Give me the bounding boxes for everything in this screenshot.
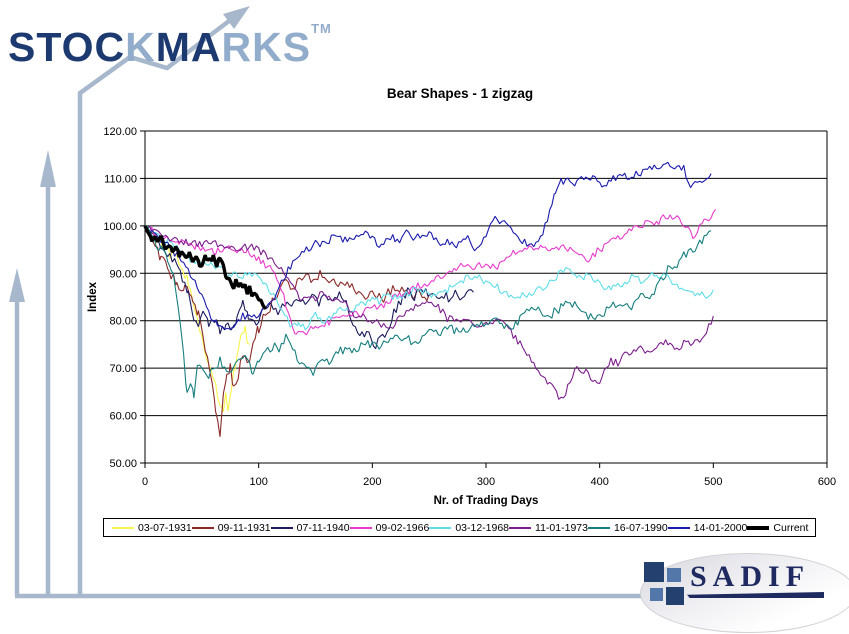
legend-swatch-line bbox=[349, 526, 372, 529]
logo-letters-dark: MA bbox=[155, 24, 222, 70]
legend-swatch-line bbox=[587, 526, 610, 529]
x-tick-label: 300 bbox=[477, 476, 495, 488]
legend-label: 11-01-1973 bbox=[535, 521, 588, 534]
legend-item-14-01-2000: 14-01-2000 bbox=[667, 521, 748, 534]
legend-label: 09-11-1931 bbox=[217, 521, 271, 534]
sadif-square-dark-top bbox=[644, 562, 664, 582]
y-tick-label: 90.00 bbox=[109, 268, 137, 280]
legend-item-03-07-1931: 03-07-1931 bbox=[112, 522, 192, 534]
stockmarks-logo: STOCKMARKSTM bbox=[8, 22, 332, 68]
x-tick-label: 500 bbox=[704, 476, 722, 488]
y-tick-label: 60.00 bbox=[109, 411, 137, 423]
legend-item-03-12-1968: 03-12-1968 bbox=[429, 522, 509, 534]
y-axis-title: Index bbox=[87, 281, 99, 313]
series-line-Current bbox=[143, 225, 267, 310]
legend-label: 09-02-1966 bbox=[375, 521, 430, 534]
legend-label: Current bbox=[773, 521, 809, 534]
legend-swatch-line bbox=[191, 526, 214, 529]
x-tick-label: 200 bbox=[363, 476, 381, 488]
series-line-03-12-1968 bbox=[144, 225, 714, 331]
x-tick-label: 600 bbox=[818, 476, 836, 488]
chart-title: Bear Shapes - 1 zigzag bbox=[386, 86, 534, 101]
stockmarks-logo-text: STOCKMARKS bbox=[8, 24, 311, 70]
legend-item-07-11-1940: 07-11-1940 bbox=[270, 521, 350, 534]
logo-letters-dark: STOC bbox=[8, 24, 126, 70]
sadif-square-dark-bottom bbox=[666, 587, 684, 605]
logo-letters-light: RKS bbox=[221, 24, 312, 70]
legend-swatch-line bbox=[667, 526, 690, 529]
x-tick-label: 100 bbox=[249, 476, 267, 488]
x-axis-title: Nr. of Trading Days bbox=[433, 495, 539, 507]
y-tick-label: 120.00 bbox=[103, 126, 137, 138]
series-line-16-07-1990 bbox=[144, 225, 712, 399]
legend-swatch-line bbox=[429, 526, 452, 529]
legend-swatch-line bbox=[509, 526, 532, 529]
legend-item-09-02-1966: 09-02-1966 bbox=[349, 521, 430, 534]
trademark-symbol: TM bbox=[311, 21, 332, 36]
series-line-03-07-1931 bbox=[144, 225, 250, 413]
legend-item-Current: Current bbox=[747, 522, 808, 534]
y-tick-label: 50.00 bbox=[109, 458, 137, 470]
sadif-logo: SADIF bbox=[638, 551, 849, 633]
x-tick-label: 400 bbox=[590, 476, 608, 488]
sadif-square-blue-bottom bbox=[650, 588, 663, 601]
legend-swatch-line bbox=[270, 526, 293, 529]
y-tick-label: 110.00 bbox=[104, 173, 137, 185]
y-tick-label: 80.00 bbox=[109, 316, 137, 328]
series-line-09-02-1966 bbox=[144, 208, 717, 336]
sadif-underline-bar bbox=[687, 592, 824, 598]
series-line-14-01-2000 bbox=[144, 161, 712, 331]
sadif-square-blue-top bbox=[667, 568, 681, 582]
chart-legend: 03-07-1931 09-11-1931 07-11-1940 09-02-1966… bbox=[103, 518, 816, 537]
legend-label: 07-11-1940 bbox=[296, 521, 350, 534]
legend-item-11-01-1973: 11-01-1973 bbox=[509, 522, 588, 534]
legend-label: 14-01-2000 bbox=[693, 521, 748, 534]
legend-label: 16-07-1990 bbox=[613, 521, 668, 534]
legend-item-09-11-1931: 09-11-1931 bbox=[191, 521, 271, 534]
legend-swatch-line bbox=[747, 525, 770, 530]
legend-swatch-line bbox=[112, 526, 134, 529]
series-line-11-01-1973 bbox=[144, 225, 714, 400]
legend-label: 03-07-1931 bbox=[138, 521, 192, 534]
legend-item-16-07-1990: 16-07-1990 bbox=[587, 521, 668, 534]
logo-letters-light: K bbox=[125, 24, 156, 70]
x-tick-label: 0 bbox=[142, 476, 148, 488]
sadif-logo-text: SADIF bbox=[690, 560, 811, 593]
legend-label: 03-12-1968 bbox=[455, 521, 510, 534]
y-tick-label: 70.00 bbox=[109, 363, 137, 375]
y-tick-label: 100.00 bbox=[103, 221, 137, 233]
